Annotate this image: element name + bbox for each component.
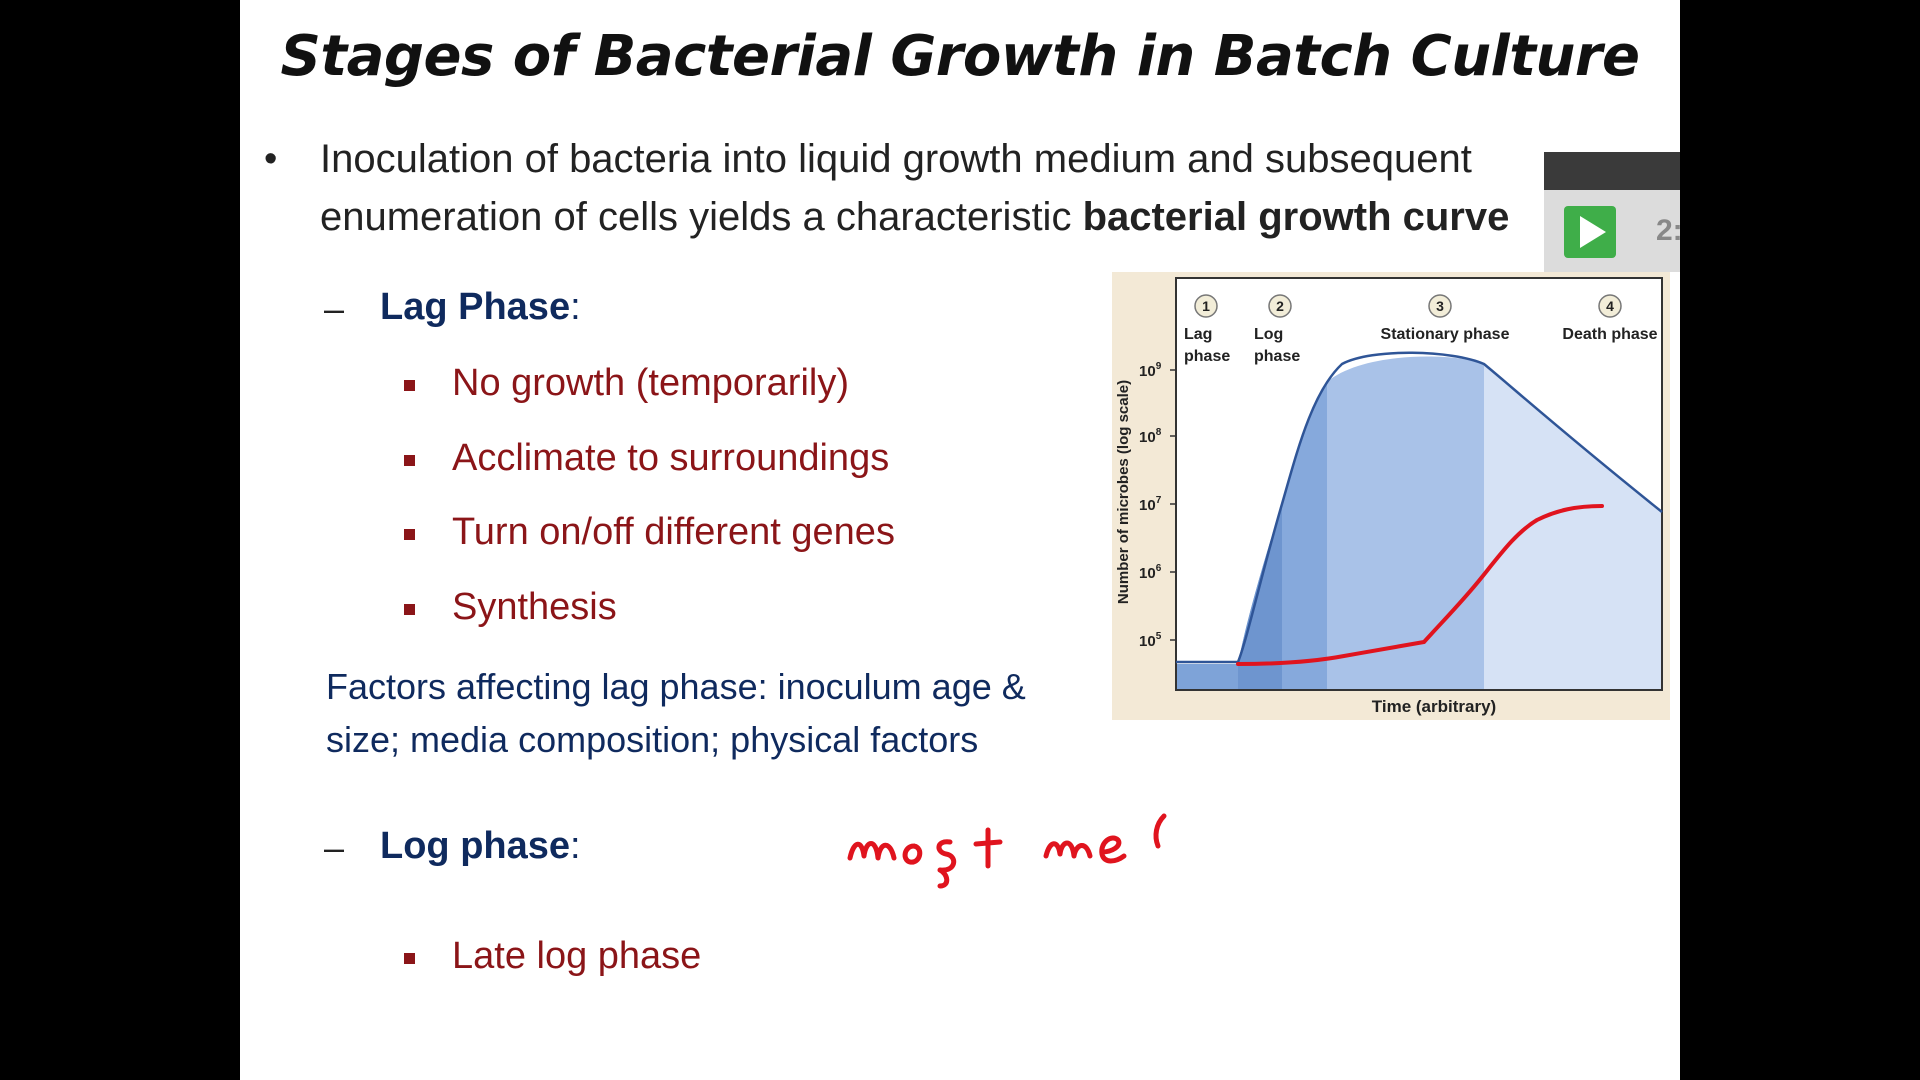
lag-item-3: Turn on/off different genes [452,511,895,553]
log-item-1: Late log phase [452,935,702,977]
stationary-phase-region [1327,356,1484,690]
lag-phase-dash: – [324,288,345,329]
lag-item-4: Synthesis [452,586,617,628]
lag-phase-title: Lag Phase [380,286,571,328]
growth-curve-figure: 109 108 107 106 105 Number of microbes (… [1112,272,1670,720]
lag-factors: Factors affecting lag phase: inoculum ag… [326,660,1136,766]
lag-factors-line-1: Factors affecting lag phase: inoculum ag… [326,666,1026,707]
y-tick-label-1e6: 106 [1139,563,1162,582]
red-annotation-curve [1236,504,1604,666]
square-bullet [404,953,415,964]
phase-2-label-line2: phase [1254,348,1300,365]
y-axis-label: Number of microbes (log scale) [1115,380,1132,604]
y-axis-ticks [1170,369,1176,641]
y-tick-labels: 109 108 107 106 105 [1139,361,1162,650]
lag-item-2: Acclimate to surroundings [452,437,890,479]
slide-title: Stages of Bacterial Growth in Batch Cult… [280,24,1640,89]
phase-3-badge [1428,294,1452,318]
growth-curve-line [1176,351,1663,664]
square-bullet [404,529,415,540]
phase-4-label: Death phase [1562,326,1657,343]
phase-3-number: 3 [1436,298,1444,314]
intro-line-1: Inoculation of bacteria into liquid grow… [320,137,1472,181]
intro-bullet-text: Inoculation of bacteria into liquid grow… [320,130,1680,246]
play-icon[interactable] [1564,206,1616,258]
square-bullet [404,380,415,391]
handwritten-note [847,813,1167,889]
lag-phase-label: Lag Phase: [380,286,581,329]
plot-frame [1175,277,1663,691]
slide: Stages of Bacterial Growth in Batch Cult… [240,0,1680,1080]
y-tick-label-1e7: 107 [1139,495,1162,514]
square-bullet [404,604,415,615]
phase-2-badge [1268,294,1292,318]
square-bullet [404,455,415,466]
bullet-dot: • [264,138,278,180]
log-phase-label: Log phase: [380,825,581,868]
phase-3-label: Stationary phase [1381,326,1510,343]
phase-1-label-line1: Lag [1184,326,1212,343]
x-axis-label: Time (arbitrary) [1372,697,1496,716]
phase-4-number: 4 [1606,298,1614,314]
phase-2-label-line1: Log [1254,326,1283,343]
y-tick-label-1e8: 108 [1139,427,1162,446]
lag-phase-colon: : [570,286,581,328]
log-phase-title: Log phase [380,825,571,867]
intro-line-2: enumeration of cells yields a characteri… [320,188,1680,246]
video-overlay[interactable]: 2: [1544,152,1680,272]
phase-markers: 1 Lag phase 2 Log phase 3 Stationary pha… [1184,294,1658,365]
lag-phase-shade [1238,504,1282,690]
phase-1-badge [1194,294,1218,318]
growth-curve-svg: 109 108 107 106 105 Number of microbes (… [1115,277,1663,716]
log-phase-dash: – [324,827,345,868]
phase-1-label-line2: phase [1184,348,1230,365]
phase-4-badge [1598,294,1622,318]
y-tick-label-1e9: 109 [1139,361,1162,380]
lag-item-1: No growth (temporarily) [452,362,849,404]
log-phase-colon: : [570,825,581,867]
y-tick-label-1e5: 105 [1139,631,1162,650]
log-phase-region [1282,382,1330,690]
overlay-time: 2: [1656,214,1680,247]
lag-factors-line-2: size; media composition; physical factor… [326,719,979,760]
intro-line-2-prefix: enumeration of cells yields a characteri… [320,195,1083,239]
intro-line-2-bold: bacterial growth curve [1082,195,1510,239]
phase-1-number: 1 [1202,298,1210,314]
death-phase-region [1484,364,1662,690]
phase-2-number: 2 [1276,298,1284,314]
overlay-title-bar[interactable] [1544,152,1680,190]
